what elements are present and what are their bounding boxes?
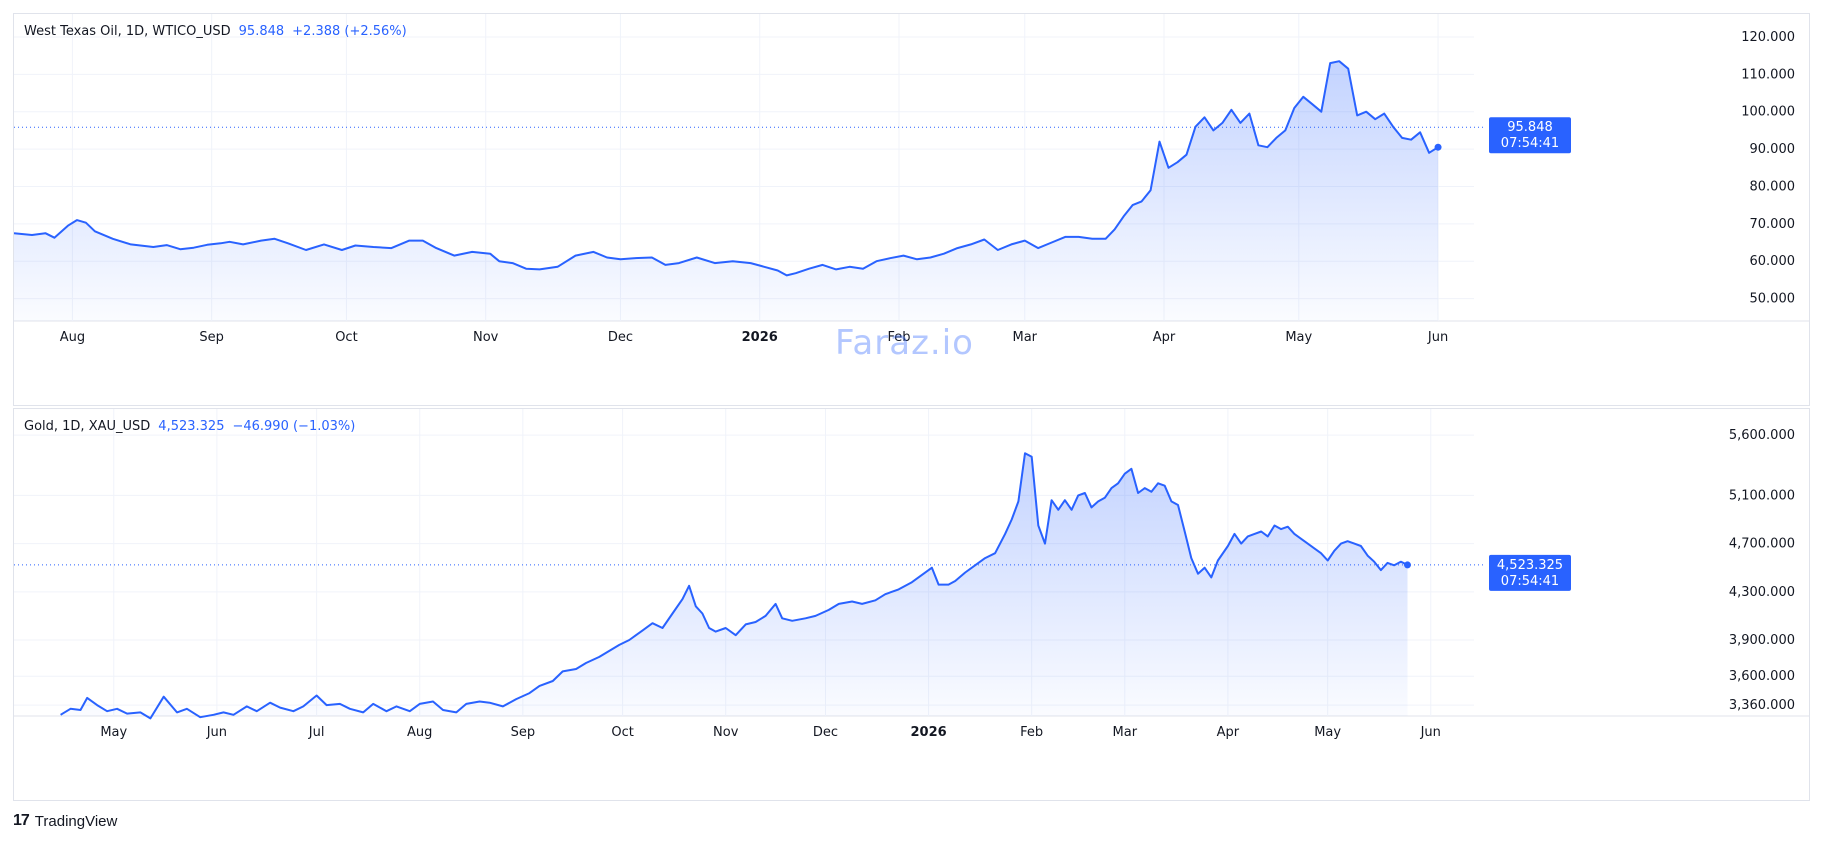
- oil-x-tick-1: Sep: [199, 330, 224, 345]
- watermark: Faraz.io: [835, 323, 974, 363]
- gold-y-tick-6: 5,600.000: [1729, 428, 1795, 443]
- oil-last-value: 95.848: [238, 24, 285, 39]
- oil-y-tick-0: 50.000: [1750, 292, 1796, 307]
- oil-x-tick-0: Aug: [60, 330, 85, 345]
- gold-chart-svg[interactable]: 3,360.000 3,600.000 3,900.000 4,300.000 4,70…: [14, 409, 1809, 800]
- oil-legend: West Texas Oil, 1D, WTICO_USD 95.848 +2.…: [24, 24, 407, 39]
- gold-area-fill: [60, 453, 1408, 719]
- gold-y-tick-0: 3,360.000: [1729, 698, 1795, 713]
- oil-chart-pane[interactable]: 50.000 60.000 70.000 80.000 90.000 100.000 110…: [13, 13, 1810, 406]
- gold-y-tick-4: 4,700.000: [1729, 537, 1795, 552]
- gold-last-point: [1403, 561, 1411, 569]
- oil-price-label-value: 95.848: [1507, 120, 1553, 135]
- gold-x-tick-9: Feb: [1020, 725, 1043, 740]
- gold-y-tick-1: 3,600.000: [1729, 669, 1795, 684]
- tradingview-footer[interactable]: 17 TradingView: [13, 812, 117, 830]
- oil-x-tick-2: Oct: [335, 330, 357, 345]
- gold-x-tick-6: Nov: [713, 725, 739, 740]
- oil-chart-svg[interactable]: 50.000 60.000 70.000 80.000 90.000 100.000 110…: [14, 14, 1809, 405]
- oil-y-tick-1: 60.000: [1750, 254, 1796, 269]
- oil-y-tick-3: 80.000: [1750, 179, 1796, 194]
- gold-x-tick-0: May: [100, 725, 127, 740]
- oil-last-point: [1434, 143, 1442, 151]
- gold-x-tick-12: May: [1314, 725, 1341, 740]
- oil-y-tick-5: 100.000: [1741, 105, 1795, 120]
- gold-last-value: 4,523.325: [158, 419, 225, 434]
- gold-price-label-bg: [1489, 554, 1571, 591]
- oil-x-tick-5: 2026: [742, 330, 778, 345]
- gold-symbol-label: Gold, 1D, XAU_USD: [24, 419, 151, 434]
- oil-x-tick-7: Mar: [1013, 330, 1038, 345]
- gold-x-tick-3: Aug: [407, 725, 432, 740]
- gold-legend: Gold, 1D, XAU_USD 4,523.325 −46.990 (−1.…: [24, 419, 355, 434]
- oil-x-tick-8: Apr: [1153, 330, 1176, 345]
- gold-y-tick-2: 3,900.000: [1729, 633, 1795, 648]
- gold-x-tick-10: Mar: [1113, 725, 1138, 740]
- oil-x-tick-10: Jun: [1427, 330, 1448, 345]
- oil-price-label-bg: [1489, 117, 1571, 154]
- gold-price-label-countdown: 07:54:41: [1501, 574, 1559, 589]
- gold-x-tick-7: Dec: [813, 725, 838, 740]
- oil-change-value: +2.388 (+2.56%): [292, 24, 407, 39]
- oil-y-tick-6: 110.000: [1741, 67, 1795, 82]
- oil-symbol-label: West Texas Oil, 1D, WTICO_USD: [24, 24, 231, 39]
- oil-x-tick-3: Nov: [473, 330, 499, 345]
- oil-price-label-countdown: 07:54:41: [1501, 136, 1559, 151]
- gold-x-tick-11: Apr: [1217, 725, 1240, 740]
- oil-x-tick-4: Dec: [608, 330, 633, 345]
- gold-x-tick-1: Jun: [206, 725, 227, 740]
- gold-x-tick-4: Sep: [511, 725, 536, 740]
- tradingview-logo-icon: 17: [13, 812, 30, 829]
- gold-price-label-value: 4,523.325: [1497, 558, 1563, 573]
- oil-x-tick-9: May: [1285, 330, 1312, 345]
- gold-y-tick-5: 5,100.000: [1729, 488, 1795, 503]
- oil-y-tick-4: 90.000: [1750, 142, 1796, 157]
- gold-x-tick-5: Oct: [611, 725, 633, 740]
- gold-x-tick-13: Jun: [1420, 725, 1441, 740]
- gold-x-tick-2: Jul: [308, 725, 325, 740]
- gold-x-tick-8: 2026: [910, 725, 946, 740]
- oil-y-tick-7: 120.000: [1741, 30, 1795, 45]
- tradingview-brand: TradingView: [34, 812, 118, 830]
- oil-area-fill: [14, 61, 1439, 321]
- oil-price-line: [14, 60, 1439, 277]
- gold-chart-pane[interactable]: 3,360.000 3,600.000 3,900.000 4,300.000 4,70…: [13, 408, 1810, 801]
- oil-y-tick-2: 70.000: [1750, 217, 1796, 232]
- gold-price-line: [60, 452, 1408, 720]
- gold-change-value: −46.990 (−1.03%): [232, 419, 356, 434]
- oil-x-tick-6: Feb: [887, 330, 910, 345]
- gold-y-tick-3: 4,300.000: [1729, 585, 1795, 600]
